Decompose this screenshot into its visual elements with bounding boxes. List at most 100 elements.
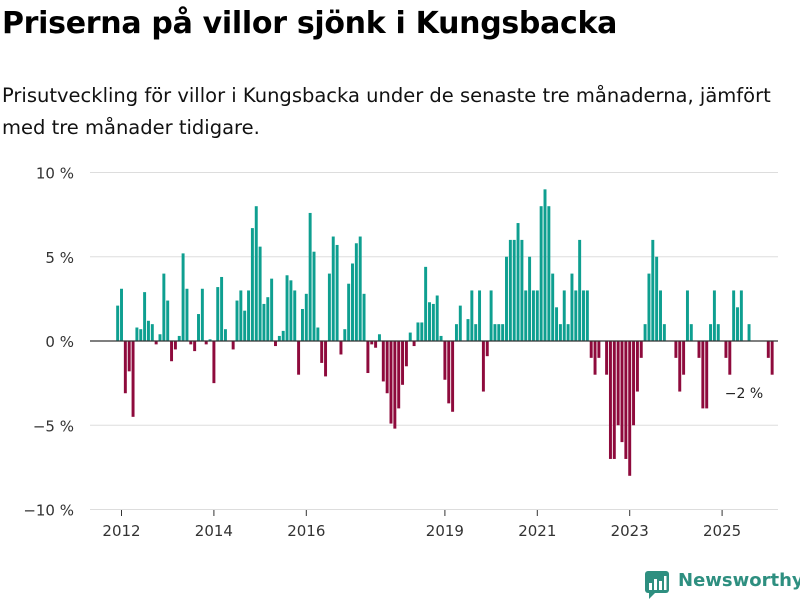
- bar: [197, 314, 200, 341]
- bar: [709, 324, 713, 341]
- bar: [647, 273, 651, 341]
- bar: [300, 308, 304, 342]
- newsworthy-logo-icon: [645, 571, 669, 599]
- bar: [624, 341, 628, 459]
- bar: [374, 341, 378, 348]
- bar: [520, 239, 524, 341]
- bar: [293, 290, 297, 341]
- bar: [470, 290, 474, 341]
- bar: [120, 288, 123, 341]
- bar: [431, 303, 435, 341]
- bar: [320, 341, 324, 363]
- x-tick-label: 2021: [518, 522, 556, 540]
- bar: [481, 341, 485, 392]
- x-tick-label: 2014: [195, 522, 233, 540]
- bar: [674, 341, 678, 358]
- bar: [362, 293, 366, 341]
- bar: [377, 334, 381, 341]
- bar: [489, 290, 493, 341]
- bar: [146, 320, 150, 341]
- bar: [154, 341, 158, 345]
- y-tick-label: −10 %: [23, 502, 74, 520]
- bar: [620, 341, 624, 443]
- bar: [412, 341, 416, 347]
- bar: [189, 341, 193, 345]
- x-tick-label: 2025: [703, 522, 741, 540]
- bar: [578, 239, 582, 341]
- bar: [250, 228, 254, 341]
- bar: [204, 341, 208, 345]
- bar: [223, 329, 227, 341]
- bar: [231, 341, 235, 350]
- bar: [458, 305, 462, 342]
- bar: [285, 275, 289, 341]
- chart-bars: [116, 189, 774, 476]
- bar: [678, 341, 682, 392]
- bar: [408, 332, 412, 341]
- bar: [193, 341, 197, 352]
- bar: [366, 341, 370, 374]
- bar: [608, 341, 612, 459]
- chart-title: Priserna på villor sjönk i Kungsbacka: [2, 6, 618, 41]
- x-tick-label: 2016: [287, 522, 325, 540]
- bar: [262, 303, 266, 341]
- bar: [173, 341, 177, 350]
- bar: [331, 236, 335, 341]
- bar: [166, 300, 170, 341]
- bar: [123, 341, 127, 394]
- bar: [736, 307, 739, 341]
- bar: [266, 297, 270, 341]
- bar: [404, 341, 408, 367]
- bar: [389, 341, 393, 424]
- x-tick-label: 2019: [426, 522, 464, 540]
- bar: [354, 243, 358, 341]
- bar: [239, 290, 243, 341]
- bar: [616, 341, 620, 426]
- bar: [705, 341, 709, 409]
- bar: [304, 293, 308, 341]
- bar: [200, 288, 204, 341]
- bar: [181, 253, 185, 341]
- bar: [655, 256, 659, 341]
- bar: [605, 341, 609, 375]
- bar: [766, 341, 770, 358]
- bar: [697, 341, 701, 358]
- bar: [716, 324, 720, 341]
- bar: [254, 206, 258, 341]
- bar: [505, 256, 508, 341]
- bar: [712, 290, 716, 341]
- bar: [524, 290, 528, 341]
- bar: [177, 335, 181, 341]
- bar: [443, 341, 447, 380]
- bar: [139, 329, 143, 341]
- bar: [528, 256, 532, 341]
- bar: [447, 341, 451, 404]
- bar: [116, 305, 120, 342]
- bar: [277, 335, 281, 341]
- bar: [558, 324, 562, 341]
- y-tick-label: 10 %: [36, 165, 74, 183]
- bar: [324, 341, 328, 377]
- bar: [208, 339, 212, 341]
- bar: [351, 263, 354, 341]
- bar: [551, 273, 555, 341]
- bar: [212, 341, 216, 384]
- bar: [297, 341, 301, 375]
- bar: [243, 310, 247, 341]
- bar: [643, 324, 647, 341]
- y-tick-label: −5 %: [33, 417, 74, 435]
- y-tick-label: 5 %: [45, 249, 74, 267]
- bar: [135, 327, 139, 341]
- bar: [466, 319, 470, 342]
- bar: [739, 290, 743, 341]
- bar: [451, 341, 455, 412]
- bar: [516, 223, 520, 341]
- bar: [131, 341, 135, 417]
- bar: [170, 341, 174, 362]
- bar: [662, 324, 666, 341]
- bar: [501, 324, 505, 341]
- bar: [220, 276, 224, 341]
- bar: [420, 322, 424, 341]
- chart-grid: [90, 172, 778, 510]
- bar: [312, 251, 316, 341]
